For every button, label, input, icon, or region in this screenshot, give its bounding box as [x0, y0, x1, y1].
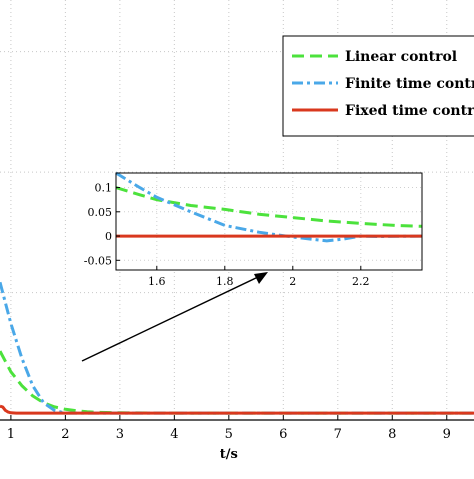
inset-y-tick-label: -0.05: [84, 254, 112, 267]
inset-ticks: 1.6 1.8 2 2.2 0.1 0.05 0 -0.05: [84, 182, 370, 288]
inset-x-tick-label: 2.2: [352, 275, 370, 288]
inset-y-tick-label: 0.05: [88, 206, 113, 219]
inset-frame: [115, 172, 423, 271]
inset-series-line-linear-control: [115, 186, 423, 228]
zoom-arrow: [81, 272, 268, 362]
arrow-shaft: [81, 276, 259, 362]
legend: Linear control Finite time control Fixed t…: [282, 35, 474, 137]
inset-x-tick-label: 2: [289, 275, 296, 288]
inset-x-tick-label: 1.6: [148, 275, 166, 288]
x-tick-label: 6: [279, 427, 287, 442]
legend-items: Linear control Finite time control Fixed t…: [292, 49, 474, 119]
series-line-fixed-time-control: [0, 404, 474, 415]
x-axis-label: t/s: [220, 447, 238, 462]
main-x-ticks: 1 2 3 4 5 6 7 8 9: [7, 415, 451, 442]
x-tick-label: 5: [225, 427, 233, 442]
inset-background: [116, 173, 422, 270]
inset-series-layer: [115, 171, 423, 243]
series-line-linear-control: [0, 350, 474, 415]
inset-y-tick-label: 0: [105, 230, 112, 243]
inset-chart: 1.6 1.8 2 2.2 0.1 0.05 0 -0.05: [84, 171, 423, 288]
x-tick-label: 4: [170, 427, 178, 442]
x-tick-label: 3: [116, 427, 124, 442]
legend-box: [282, 35, 474, 137]
x-tick-label: 1: [7, 427, 15, 442]
x-tick-label: 2: [61, 427, 69, 442]
inset-y-tick-label: 0.1: [95, 182, 113, 195]
main-series-layer: [0, 281, 474, 415]
inset-x-tick-label: 1.8: [216, 275, 234, 288]
legend-label-fixed-time-control: Fixed time control: [345, 103, 474, 119]
x-tick-label: 7: [334, 427, 342, 442]
arrow-head: [254, 272, 268, 284]
legend-label-finite-time-control: Finite time control: [345, 76, 474, 92]
legend-label-linear-control: Linear control: [345, 49, 457, 65]
series-line-finite-time-control: [0, 281, 474, 415]
x-tick-label: 8: [388, 427, 396, 442]
x-tick-label: 9: [443, 427, 451, 442]
